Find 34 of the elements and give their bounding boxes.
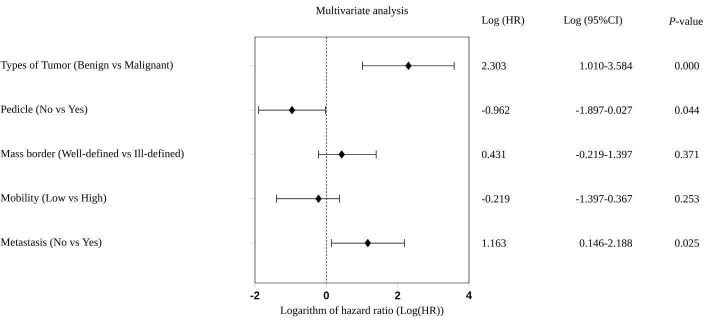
- text: 0.371: [675, 150, 699, 158]
- data-label: -0.219: [482, 195, 510, 203]
- text: 0.253: [675, 195, 699, 203]
- text: 1.010-3.584: [580, 62, 632, 70]
- y-tick-label: Types of Tumor (Benign vs Malignant): [0, 60, 173, 71]
- point: [405, 62, 412, 70]
- data-label: -0.962: [482, 106, 510, 114]
- x-axis-title: Logarithm of hazard ratio (Log(HR)): [280, 306, 444, 316]
- point: [288, 106, 296, 114]
- text: -1.397-0.367: [576, 195, 632, 203]
- data-label: 1.163: [482, 239, 506, 247]
- x-tick-label: 2: [394, 292, 400, 300]
- text: -1.897-0.027: [576, 106, 632, 114]
- x-tick-label: -2: [250, 292, 260, 300]
- data-label: 0.431: [482, 150, 506, 158]
- text: 0.000: [675, 62, 699, 70]
- x-tick-label: 0: [324, 292, 329, 300]
- chart-title: Multivariate analysis: [316, 6, 408, 16]
- text: Log (HR): [482, 16, 524, 26]
- y-tick-label: Metastasis (No vs Yes): [0, 238, 102, 248]
- text: 0.044: [675, 106, 700, 114]
- x-tick-label: 4: [466, 292, 472, 300]
- y-tick-label: Mobility (Low vs High): [0, 194, 106, 204]
- text: 0.025: [675, 239, 699, 247]
- data-label: 2.303: [482, 62, 506, 70]
- text: Log (95%CI): [564, 16, 622, 26]
- text: 0.146-2.188: [580, 239, 632, 247]
- point: [338, 150, 345, 159]
- y-tick-label: Pedicle (No vs Yes): [0, 105, 88, 116]
- point: [364, 238, 372, 248]
- text: -0.219-1.397: [576, 150, 632, 158]
- point: [315, 194, 322, 203]
- text: P-value: [668, 17, 703, 25]
- y-tick-label: Mass border (Well-defined vs Ill-defined): [0, 149, 184, 160]
